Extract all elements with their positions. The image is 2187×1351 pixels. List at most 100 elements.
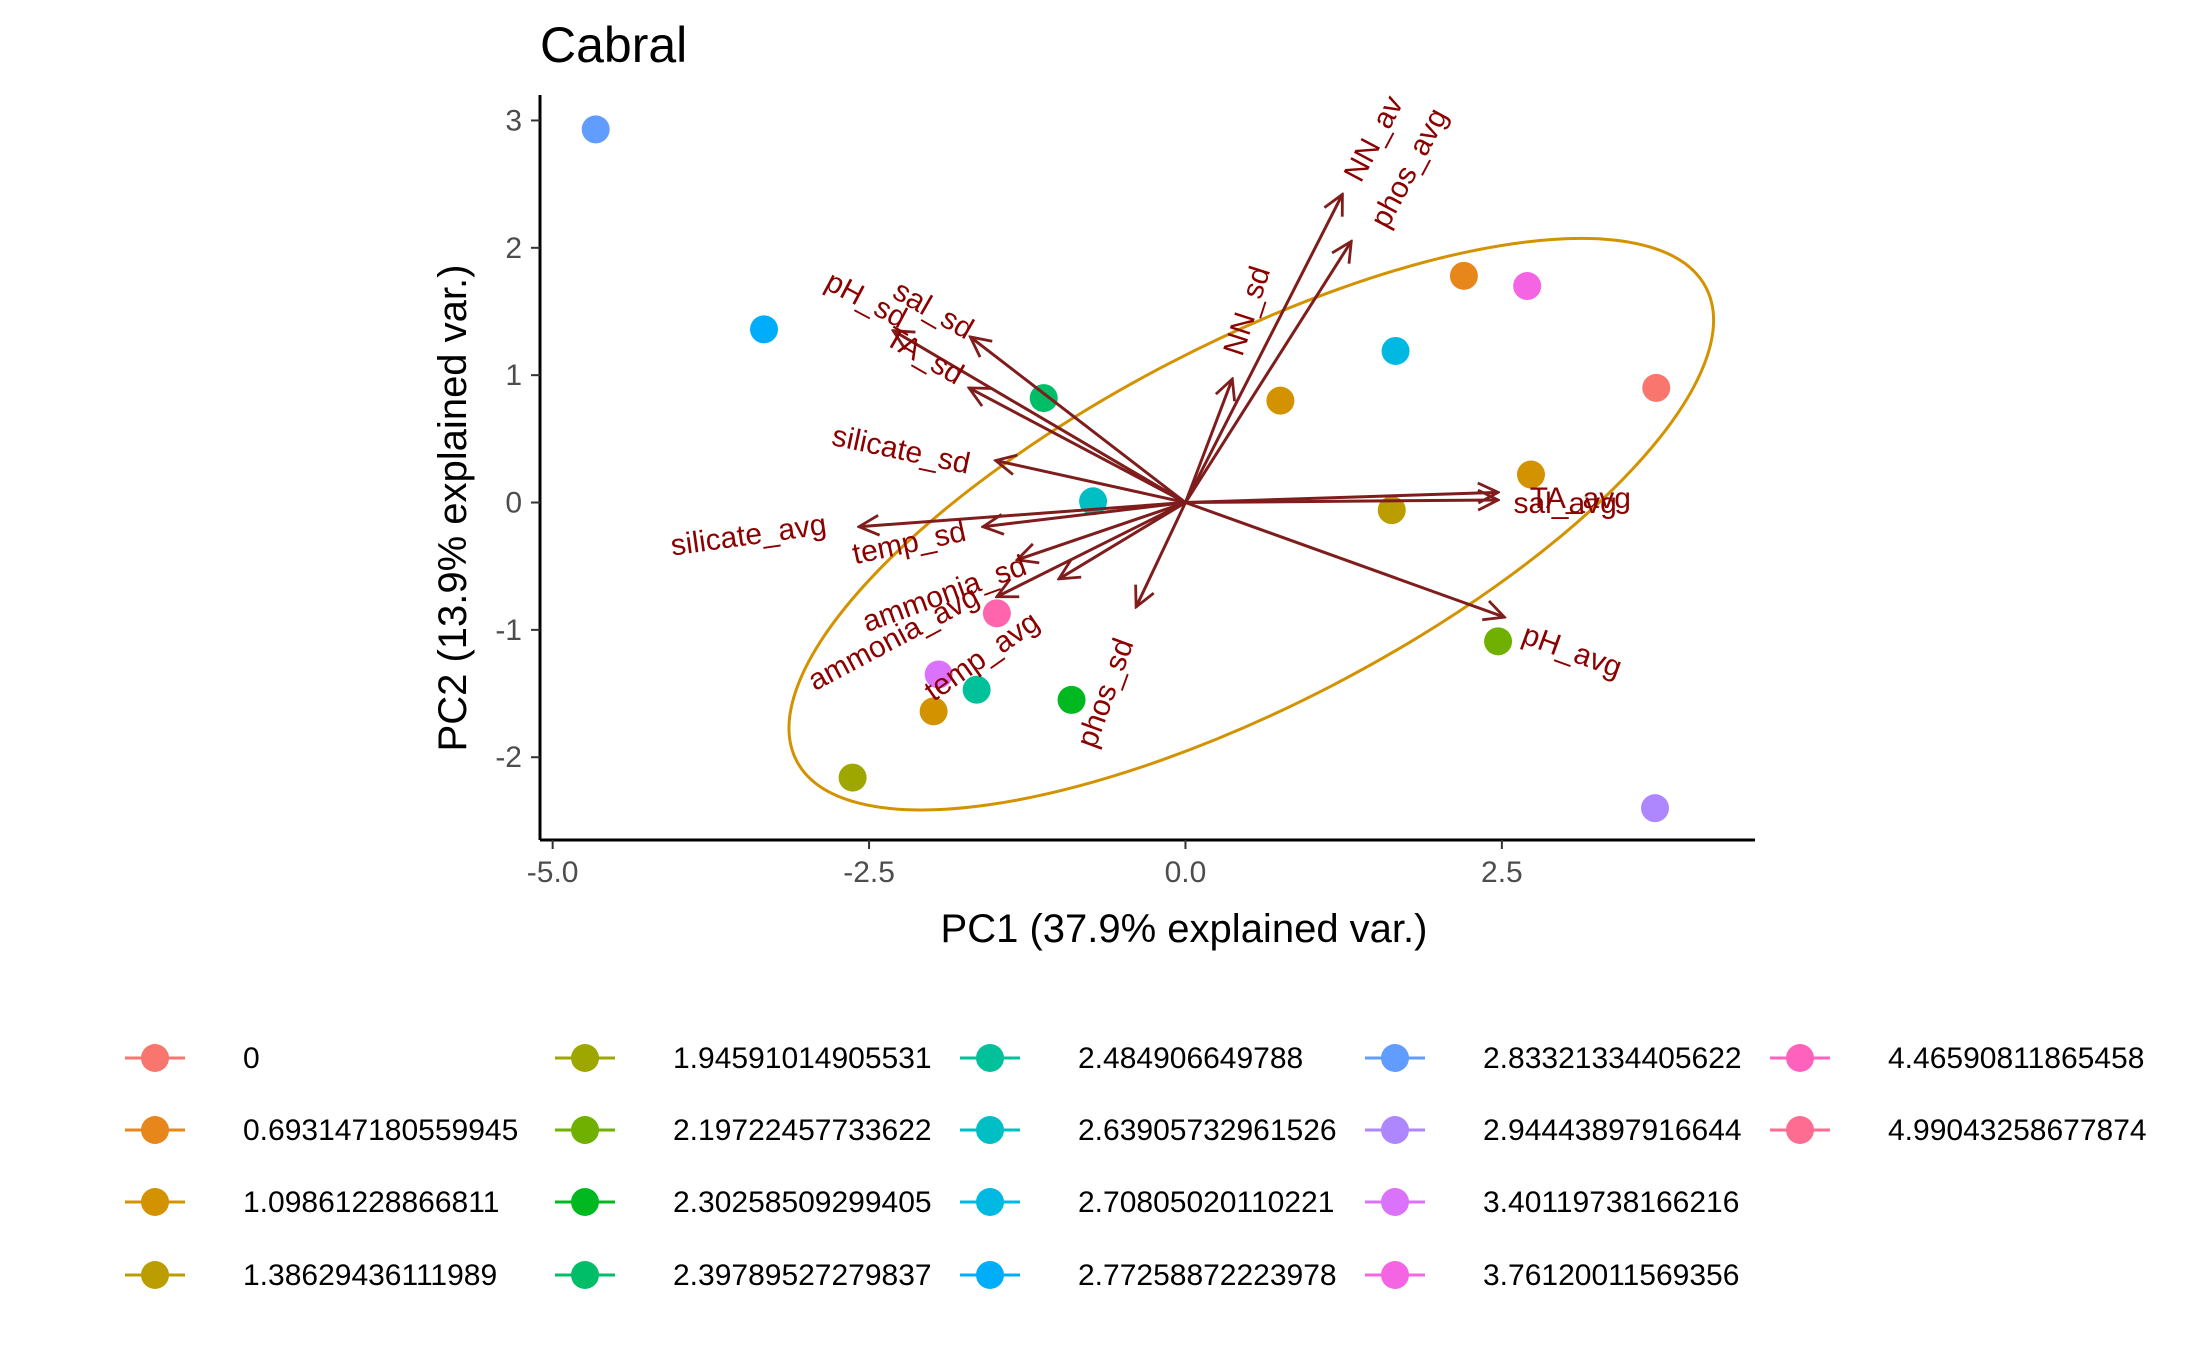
data-point bbox=[750, 315, 779, 344]
legend-key-point bbox=[571, 1044, 599, 1072]
loading-arrow bbox=[1184, 194, 1342, 504]
data-point bbox=[581, 115, 610, 144]
legend-key-point bbox=[141, 1044, 169, 1072]
loading-arrow bbox=[859, 501, 1186, 527]
legend-key-point bbox=[1381, 1044, 1409, 1072]
legend-key-point bbox=[1381, 1261, 1409, 1289]
y-axis-title: PC2 (13.9% explained var.) bbox=[431, 265, 475, 752]
legend-key-point bbox=[976, 1261, 1004, 1289]
data-point bbox=[1266, 386, 1295, 415]
loading-arrow bbox=[1184, 501, 1504, 618]
data-point bbox=[982, 599, 1011, 628]
legend-label: 2.30258509299405 bbox=[673, 1186, 932, 1219]
legend-item: 4.99043258677874 bbox=[1770, 1114, 2147, 1147]
legend-key-point bbox=[1786, 1044, 1814, 1072]
legend-label: 2.77258872223978 bbox=[1078, 1259, 1337, 1292]
loading-arrow bbox=[1017, 501, 1186, 560]
y-tick-label: -1 bbox=[495, 614, 522, 647]
legend-label: 0 bbox=[243, 1042, 260, 1075]
legend-key-point bbox=[1786, 1116, 1814, 1144]
legend-label: 1.09861228866811 bbox=[243, 1186, 499, 1219]
loading-arrow bbox=[969, 388, 1187, 504]
legend-key-point bbox=[571, 1116, 599, 1144]
legend-item: 0 bbox=[125, 1042, 260, 1075]
loading-arrow bbox=[970, 337, 1187, 504]
loading-arrow bbox=[983, 501, 1186, 527]
legend-label: 2.19722457733622 bbox=[673, 1114, 932, 1147]
y-tick-label: 1 bbox=[505, 359, 522, 392]
legend-item: 2.39789527279837 bbox=[555, 1259, 932, 1292]
plot-area: NN_avphos_avgNN_sdsal_sdpH_sdTA_sdsilica… bbox=[581, 91, 1716, 823]
legend-item: 1.38629436111989 bbox=[125, 1259, 497, 1292]
loading-arrow bbox=[1184, 379, 1232, 504]
loading-label: TA_avg bbox=[1530, 482, 1631, 515]
legend-item: 2.484906649788 bbox=[960, 1042, 1303, 1075]
legend-key-point bbox=[976, 1188, 1004, 1216]
data-point bbox=[838, 763, 867, 792]
legend-item: 4.46590811865458 bbox=[1770, 1042, 2144, 1075]
loading-arrow bbox=[1136, 501, 1187, 607]
legend-item: 3.40119738166216 bbox=[1365, 1186, 1739, 1219]
loading-arrow bbox=[997, 501, 1187, 597]
data-point bbox=[1381, 336, 1410, 365]
x-axis-title: PC1 (37.9% explained var.) bbox=[941, 907, 1428, 951]
data-point bbox=[1029, 384, 1058, 413]
loading-label: silicate_avg bbox=[669, 508, 829, 562]
legend-key-point bbox=[141, 1261, 169, 1289]
y-tick-label: 0 bbox=[505, 487, 522, 520]
data-point bbox=[1516, 460, 1545, 489]
legend-key-point bbox=[571, 1261, 599, 1289]
legend-key-point bbox=[976, 1044, 1004, 1072]
legend-item: 0.693147180559945 bbox=[125, 1114, 518, 1147]
legend-label: 1.94591014905531 bbox=[673, 1042, 932, 1075]
data-point bbox=[1377, 496, 1406, 525]
x-tick-label: -2.5 bbox=[843, 856, 895, 889]
legend-item: 1.09861228866811 bbox=[125, 1186, 499, 1219]
loading-arrow bbox=[1185, 492, 1498, 502]
legend-label: 1.38629436111989 bbox=[243, 1259, 497, 1292]
legend: 0 0.693147180559945 1.09861228866811 1.3862… bbox=[125, 1042, 2147, 1292]
loading-arrow bbox=[1184, 241, 1351, 504]
legend-label: 2.83321334405622 bbox=[1483, 1042, 1742, 1075]
legend-label: 2.63905732961526 bbox=[1078, 1114, 1337, 1147]
legend-item: 2.94443897916644 bbox=[1365, 1114, 1742, 1147]
legend-label: 2.70805020110221 bbox=[1078, 1186, 1334, 1219]
legend-item: 2.19722457733622 bbox=[555, 1114, 932, 1147]
legend-item: 2.77258872223978 bbox=[960, 1259, 1337, 1292]
y-tick-label: 2 bbox=[505, 232, 522, 265]
legend-key-point bbox=[141, 1188, 169, 1216]
legend-key-point bbox=[1381, 1188, 1409, 1216]
data-point bbox=[924, 660, 953, 689]
legend-item: 2.30258509299405 bbox=[555, 1186, 932, 1219]
loading-arrow bbox=[1059, 501, 1187, 579]
data-point bbox=[919, 697, 948, 726]
x-axis: -5.0 -2.5 0.0 2.5 bbox=[527, 838, 1755, 889]
confidence-ellipse bbox=[787, 236, 1716, 812]
loading-label: sal_avg bbox=[1513, 487, 1616, 520]
legend-key-point bbox=[571, 1188, 599, 1216]
loading-label: pH_avg bbox=[1518, 618, 1626, 684]
data-point bbox=[1513, 272, 1542, 301]
x-tick-label: 2.5 bbox=[1481, 856, 1523, 889]
loading-arrow bbox=[893, 331, 1187, 504]
data-point bbox=[1641, 794, 1670, 823]
legend-item: 2.63905732961526 bbox=[960, 1114, 1337, 1147]
data-point bbox=[1057, 685, 1086, 714]
data-point bbox=[1449, 261, 1478, 290]
loading-arrow bbox=[996, 460, 1186, 504]
legend-label: 2.484906649788 bbox=[1078, 1042, 1303, 1075]
legend-label: 3.76120011569356 bbox=[1483, 1259, 1739, 1292]
data-point bbox=[1484, 627, 1513, 656]
y-tick-label: -2 bbox=[495, 741, 522, 774]
legend-label: 4.46590811865458 bbox=[1888, 1042, 2144, 1075]
data-point bbox=[962, 675, 991, 704]
legend-label: 2.94443897916644 bbox=[1483, 1114, 1742, 1147]
legend-key-point bbox=[976, 1116, 1004, 1144]
legend-item: 3.76120011569356 bbox=[1365, 1259, 1739, 1292]
legend-item: 2.70805020110221 bbox=[960, 1186, 1334, 1219]
legend-label: 4.99043258677874 bbox=[1888, 1114, 2147, 1147]
legend-label: 3.40119738166216 bbox=[1483, 1186, 1739, 1219]
x-tick-label: -5.0 bbox=[527, 856, 579, 889]
legend-item: 2.83321334405622 bbox=[1365, 1042, 1742, 1075]
